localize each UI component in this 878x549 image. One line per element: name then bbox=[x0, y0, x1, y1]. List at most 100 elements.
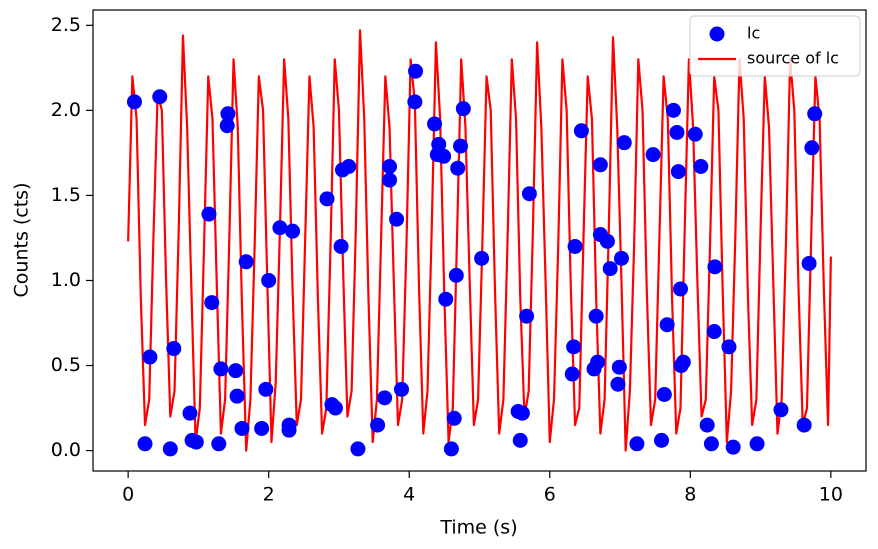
point bbox=[166, 341, 182, 357]
point bbox=[564, 366, 580, 382]
point bbox=[201, 206, 217, 222]
point bbox=[211, 436, 227, 452]
point bbox=[450, 160, 466, 176]
point bbox=[599, 233, 615, 249]
point bbox=[703, 436, 719, 452]
point bbox=[613, 250, 629, 266]
point bbox=[707, 259, 723, 275]
point bbox=[687, 126, 703, 142]
point bbox=[382, 159, 398, 175]
point bbox=[228, 363, 244, 379]
point bbox=[188, 434, 204, 450]
point bbox=[285, 223, 301, 239]
point bbox=[234, 420, 250, 436]
legend: lc source of lc bbox=[689, 15, 861, 77]
point bbox=[438, 291, 454, 307]
point bbox=[219, 118, 235, 134]
point bbox=[341, 159, 357, 175]
x-tick-label: 6 bbox=[544, 484, 556, 506]
point bbox=[281, 422, 297, 438]
point bbox=[137, 436, 153, 452]
point bbox=[220, 106, 236, 122]
point bbox=[699, 417, 715, 433]
point bbox=[258, 381, 274, 397]
point bbox=[443, 441, 459, 457]
point bbox=[670, 164, 686, 180]
y-tick-label: 2.5 bbox=[51, 14, 81, 36]
point bbox=[654, 432, 670, 448]
point bbox=[272, 220, 288, 236]
point bbox=[610, 376, 626, 392]
point bbox=[590, 354, 606, 370]
point bbox=[519, 308, 535, 324]
point bbox=[669, 124, 685, 140]
point bbox=[804, 140, 820, 156]
point bbox=[427, 116, 443, 132]
point bbox=[725, 439, 741, 455]
point bbox=[436, 148, 452, 164]
point bbox=[229, 388, 245, 404]
point bbox=[393, 381, 409, 397]
x-tick-label: 8 bbox=[684, 484, 696, 506]
point bbox=[152, 89, 168, 105]
y-axis-label: Counts (cts) bbox=[11, 183, 33, 298]
legend-label: lc bbox=[747, 24, 760, 43]
point bbox=[142, 349, 158, 365]
point bbox=[672, 281, 688, 297]
point bbox=[377, 390, 393, 406]
point bbox=[333, 238, 349, 254]
point bbox=[182, 405, 198, 421]
point bbox=[592, 157, 608, 173]
point bbox=[659, 317, 675, 333]
point bbox=[327, 400, 343, 416]
point bbox=[749, 436, 765, 452]
point bbox=[382, 172, 398, 188]
point bbox=[514, 405, 530, 421]
point bbox=[261, 272, 277, 288]
y-tick-label: 0.0 bbox=[51, 439, 81, 461]
legend-label: source of lc bbox=[747, 49, 839, 68]
point bbox=[455, 101, 471, 117]
point bbox=[512, 432, 528, 448]
point bbox=[645, 147, 661, 163]
y-tick-label: 0.5 bbox=[51, 354, 81, 376]
point bbox=[408, 63, 424, 79]
point bbox=[254, 420, 270, 436]
y-tick-label: 1.0 bbox=[51, 269, 81, 291]
point bbox=[801, 255, 817, 271]
point bbox=[162, 441, 178, 457]
point bbox=[370, 417, 386, 433]
point bbox=[807, 106, 823, 122]
y-tick-label: 1.5 bbox=[51, 184, 81, 206]
point bbox=[521, 186, 537, 202]
point bbox=[721, 339, 737, 355]
point bbox=[446, 410, 462, 426]
point bbox=[588, 308, 604, 324]
x-tick-label: 4 bbox=[403, 484, 415, 506]
legend-marker bbox=[709, 26, 725, 42]
y-tick-label: 2.0 bbox=[51, 99, 81, 121]
point bbox=[602, 261, 618, 277]
point bbox=[350, 441, 366, 457]
point bbox=[796, 417, 812, 433]
point bbox=[773, 402, 789, 418]
point bbox=[474, 250, 490, 266]
point bbox=[611, 359, 627, 375]
point bbox=[204, 295, 220, 311]
point bbox=[453, 138, 469, 154]
point bbox=[629, 436, 645, 452]
point bbox=[706, 324, 722, 340]
point bbox=[126, 94, 142, 110]
x-axis-label: Time (s) bbox=[439, 517, 517, 539]
point bbox=[566, 339, 582, 355]
plot-frame bbox=[92, 9, 867, 472]
point bbox=[567, 238, 583, 254]
x-tick-label: 0 bbox=[122, 484, 134, 506]
point bbox=[616, 135, 632, 151]
point bbox=[389, 211, 405, 227]
point bbox=[238, 254, 254, 270]
x-tick-label: 10 bbox=[819, 484, 843, 506]
point bbox=[665, 102, 681, 118]
